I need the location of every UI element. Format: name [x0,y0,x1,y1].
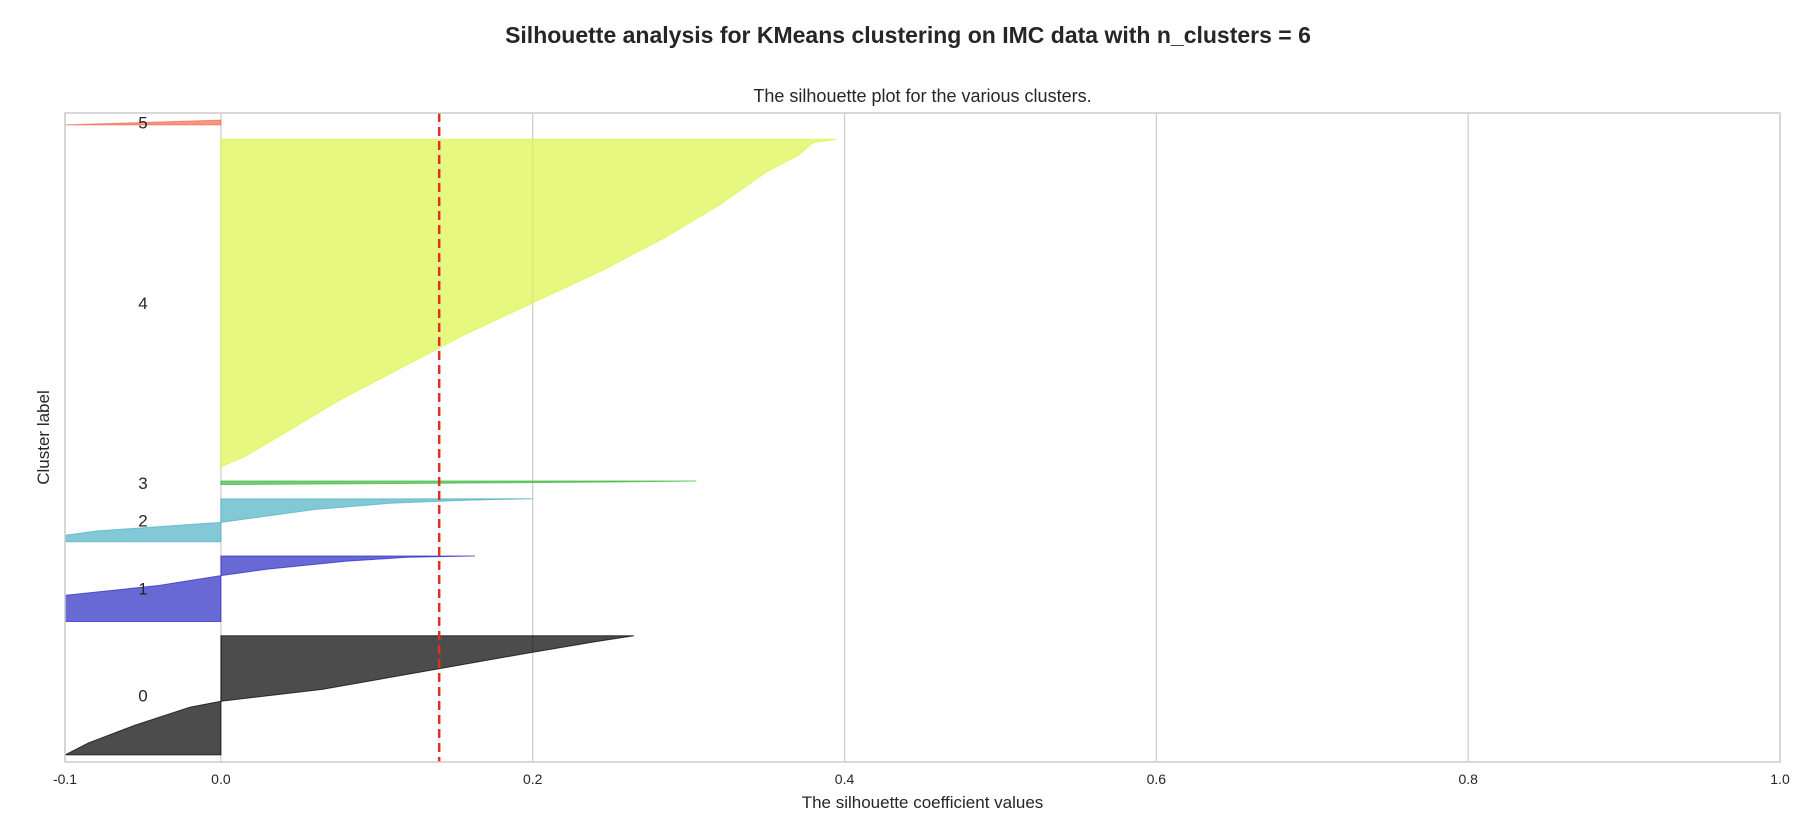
cluster-silhouette-1 [64,555,476,623]
figure-title: Silhouette analysis for KMeans clusterin… [505,22,1311,48]
cluster-label-2: 2 [138,511,147,530]
cluster-silhouettes [64,119,837,756]
cluster-silhouette-3 [220,480,697,486]
cluster-silhouette-5 [64,119,222,126]
cluster-silhouette-0 [64,635,635,756]
x-tick-label: 0.6 [1147,771,1167,787]
axes-frame [64,112,1781,763]
cluster-silhouette-2 [64,498,533,543]
cluster-silhouette-4 [220,138,837,468]
cluster-label-0: 0 [138,686,147,705]
x-axis-label: The silhouette coefficient values [802,793,1044,812]
cluster-labels: 0 1 2 3 4 5 [138,114,147,706]
x-tick-label: -0.1 [53,771,77,787]
x-tick-label: 0.8 [1458,771,1478,787]
y-axis-label: Cluster label [34,390,53,485]
axes-title: The silhouette plot for the various clus… [753,86,1091,106]
x-tick-label: 1.0 [1770,771,1790,787]
cluster-label-1: 1 [138,580,147,599]
cluster-label-4: 4 [138,294,147,313]
x-tick-label: 0.2 [523,771,543,787]
cluster-label-3: 3 [138,474,147,493]
x-tick-labels: -0.1 0.0 0.2 0.4 0.6 0.8 1.0 [53,771,1790,787]
cluster-label-5: 5 [138,114,147,133]
x-tick-label: 0.0 [211,771,231,787]
x-tick-label: 0.4 [835,771,855,787]
